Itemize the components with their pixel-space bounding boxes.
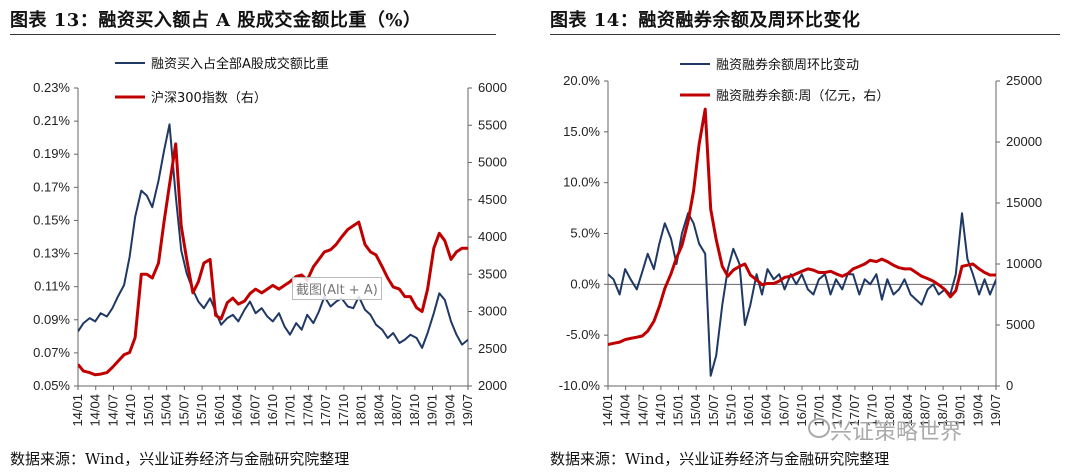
right-x-tick-label: 16/01 xyxy=(741,394,756,427)
left-x-tick-label: 19/07 xyxy=(460,394,475,427)
left-x-tick-label: 15/10 xyxy=(194,394,209,427)
left-x-tick-label: 17/01 xyxy=(283,394,298,427)
right-x-tick-label: 15/10 xyxy=(723,394,738,427)
right-left-tick-label: 5.0% xyxy=(570,226,600,241)
left-left-tick-label: 0.23% xyxy=(33,80,70,95)
left-x-tick-label: 17/07 xyxy=(318,394,333,427)
left-x-tick-label: 15/01 xyxy=(141,394,156,427)
right-x-tick-label: 14/01 xyxy=(600,394,615,427)
right-series-line-1 xyxy=(608,107,996,346)
left-right-tick-label: 4500 xyxy=(478,192,507,207)
left-series-line-1 xyxy=(78,142,468,377)
left-legend-label-0: 融资买入占全部A股成交额比重 xyxy=(151,56,329,72)
right-x-tick-label: 17/07 xyxy=(847,394,862,427)
left-left-tick-label: 0.13% xyxy=(33,246,70,261)
left-right-tick-label: 5500 xyxy=(478,117,507,132)
right-x-tick-label: 17/10 xyxy=(865,394,880,427)
right-left-tick-label: 15.0% xyxy=(563,124,600,139)
right-x-tick-label: 14/07 xyxy=(635,394,650,427)
right-title-rule xyxy=(550,34,1060,35)
right-x-tick-label: 18/01 xyxy=(882,394,897,427)
right-x-tick-label: 15/04 xyxy=(688,394,703,427)
left-x-tick-label: 19/04 xyxy=(442,394,457,427)
right-left-tick-label: 0.0% xyxy=(570,276,600,291)
right-x-tick-label: 17/04 xyxy=(829,394,844,427)
right-right-tick-label: 20000 xyxy=(1006,134,1042,149)
left-right-tick-label: 5000 xyxy=(478,155,507,170)
right-left-tick-label: 20.0% xyxy=(563,73,600,88)
left-left-tick-label: 0.15% xyxy=(33,212,70,227)
right-x-tick-label: 18/10 xyxy=(935,394,950,427)
left-x-tick-label: 14/07 xyxy=(105,394,120,427)
left-legend-label-1: 沪深300指数（右） xyxy=(151,90,267,106)
left-source-note: 数据来源：Wind，兴业证券经济与金融研究院整理 xyxy=(10,450,350,468)
left-left-tick-label: 0.21% xyxy=(33,113,70,128)
right-x-tick-label: 15/07 xyxy=(706,394,721,427)
right-x-tick-label: 16/07 xyxy=(776,394,791,427)
left-x-tick-label: 17/10 xyxy=(336,394,351,427)
left-right-tick-label: 2500 xyxy=(478,341,507,356)
left-x-tick-label: 16/01 xyxy=(212,394,227,427)
left-right-tick-label: 4000 xyxy=(478,229,507,244)
left-x-tick-label: 14/01 xyxy=(70,394,85,427)
left-x-tick-label: 17/04 xyxy=(300,394,315,427)
right-right-tick-label: 5000 xyxy=(1006,317,1035,332)
left-right-tick-label: 6000 xyxy=(478,80,507,95)
left-right-tick-label: 3500 xyxy=(478,266,507,281)
right-x-tick-label: 15/01 xyxy=(671,394,686,427)
left-left-tick-label: 0.07% xyxy=(33,345,70,360)
right-x-tick-label: 14/10 xyxy=(653,394,668,427)
right-left-tick-label: -5.0% xyxy=(566,327,600,342)
right-x-tick-label: 16/04 xyxy=(759,394,774,427)
right-left-tick-label: -10.0% xyxy=(559,378,601,393)
wechat-logo-icon xyxy=(808,418,830,438)
right-chart-title: 图表 14：融资融券余额及周环比变化 xyxy=(550,10,861,31)
left-x-tick-label: 14/10 xyxy=(123,394,138,427)
left-x-tick-label: 18/01 xyxy=(354,394,369,427)
right-x-tick-label: 19/01 xyxy=(953,394,968,427)
left-left-tick-label: 0.19% xyxy=(33,146,70,161)
brand-watermark: 兴证策略世界 xyxy=(830,420,963,445)
left-x-tick-label: 18/04 xyxy=(371,394,386,427)
left-x-tick-label: 18/07 xyxy=(389,394,404,427)
left-x-tick-label: 14/04 xyxy=(88,394,103,427)
right-legend-label-0: 融资融券余额周环比变动 xyxy=(716,57,859,73)
left-x-tick-label: 15/07 xyxy=(176,394,191,427)
left-left-tick-label: 0.17% xyxy=(33,179,70,194)
left-x-tick-label: 16/04 xyxy=(230,394,245,427)
right-source-note: 数据来源：Wind，兴业证券经济与金融研究院整理 xyxy=(550,450,890,468)
right-x-tick-label: 14/04 xyxy=(618,394,633,427)
left-x-tick-label: 15/04 xyxy=(159,394,174,427)
right-x-tick-label: 18/04 xyxy=(900,394,915,427)
right-legend-label-1: 融资融券余额:周（亿元，右） xyxy=(716,88,889,104)
left-left-tick-label: 0.09% xyxy=(33,312,70,327)
left-title-rule xyxy=(10,34,496,35)
screenshot-watermark: 截图(Alt + A) xyxy=(292,277,382,300)
right-x-tick-label: 16/10 xyxy=(794,394,809,427)
left-x-tick-label: 16/10 xyxy=(265,394,280,427)
right-x-tick-label: 19/04 xyxy=(970,394,985,427)
left-left-tick-label: 0.11% xyxy=(34,279,70,294)
right-left-tick-label: 10.0% xyxy=(563,175,600,190)
left-chart-title: 图表 13：融资买入额占 A 股成交金额比重（%） xyxy=(10,10,422,31)
left-x-tick-label: 19/01 xyxy=(425,394,440,427)
right-right-tick-label: 15000 xyxy=(1006,195,1042,210)
left-series-line-0 xyxy=(78,123,468,349)
right-right-tick-label: 10000 xyxy=(1006,256,1042,271)
left-right-tick-label: 2000 xyxy=(478,378,507,393)
right-series-line-0 xyxy=(608,212,996,377)
right-right-tick-label: 25000 xyxy=(1006,73,1042,88)
left-left-tick-label: 0.05% xyxy=(33,378,70,393)
left-x-tick-label: 16/07 xyxy=(247,394,262,427)
right-x-tick-label: 18/07 xyxy=(917,394,932,427)
right-x-tick-label: 19/07 xyxy=(988,394,1003,427)
right-right-tick-label: 0 xyxy=(1006,378,1013,393)
left-right-tick-label: 3000 xyxy=(478,304,507,319)
left-x-tick-label: 18/10 xyxy=(407,394,422,427)
